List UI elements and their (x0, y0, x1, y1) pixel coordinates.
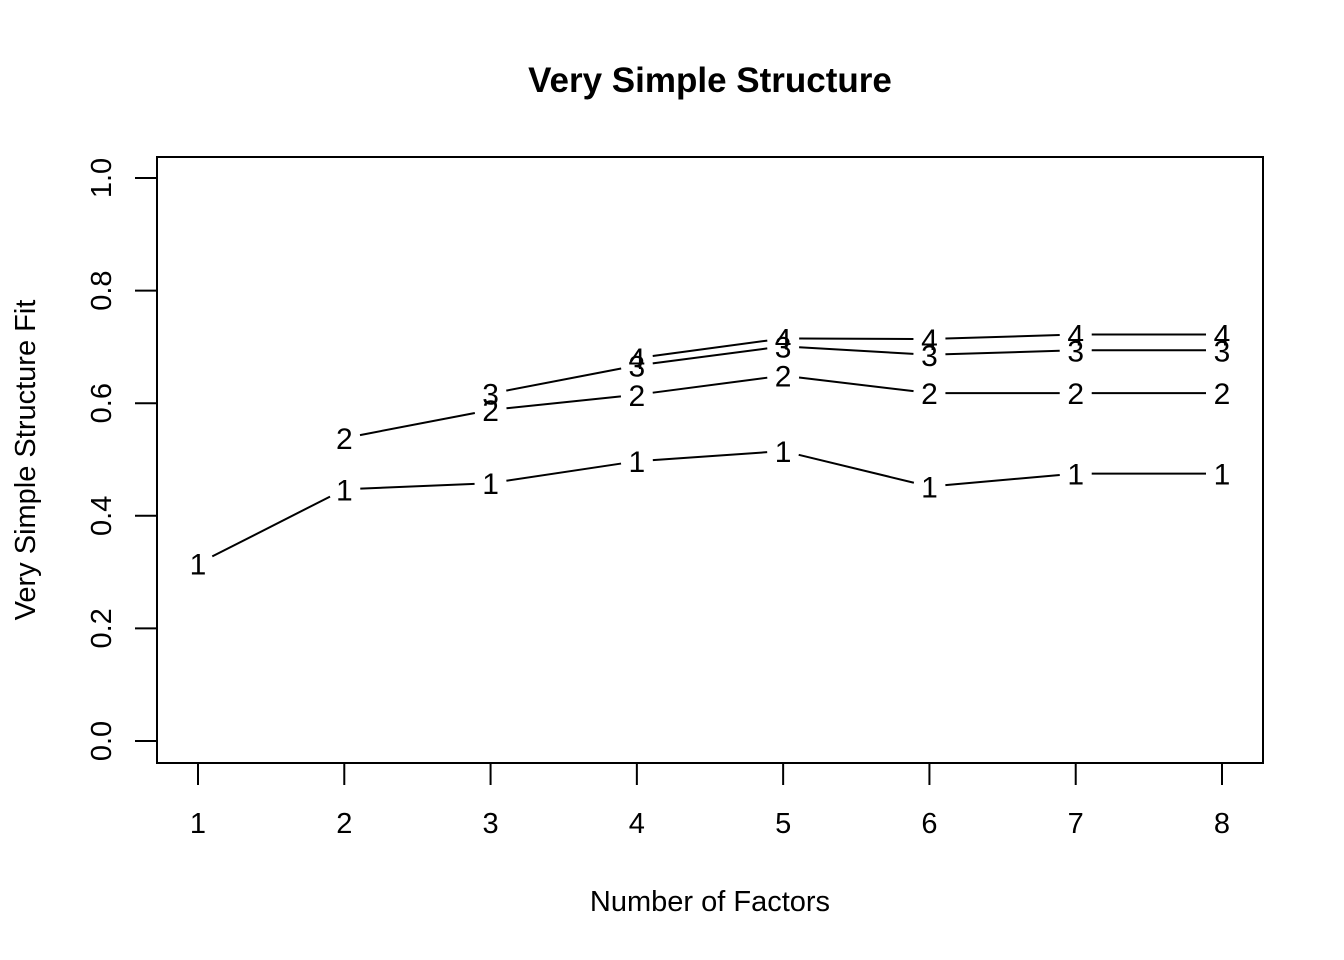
x-tick-label: 5 (775, 808, 791, 840)
series-1-segment (652, 451, 768, 462)
series-2-segment (359, 411, 476, 437)
series-1-segment (798, 453, 915, 484)
series-1-point: 1 (775, 436, 792, 469)
series-2-point: 2 (921, 378, 938, 411)
series-2: 2 2 2 2 2 2 2 (336, 361, 1230, 456)
y-axis-label: Very Simple Structure Fit (10, 300, 42, 621)
series-3-segment (945, 349, 1060, 356)
series-1-point: 1 (1067, 459, 1084, 492)
series-3-point: 3 (921, 340, 938, 373)
x-tick-label: 3 (483, 808, 499, 840)
series-4-point: 4 (775, 323, 792, 356)
series-3-segment (506, 367, 622, 392)
series-1-point: 1 (921, 472, 938, 505)
x-axis: 1 2 3 4 5 6 7 8 (190, 763, 1230, 840)
y-tick-label: 0.0 (86, 721, 118, 761)
series-1-segment (211, 495, 331, 558)
series-1-segment (360, 482, 475, 490)
series-1-point: 1 (336, 474, 353, 507)
x-tick-label: 6 (921, 808, 937, 840)
series-3: 3 3 3 3 3 3 (482, 331, 1230, 411)
series-3-point: 3 (482, 379, 499, 412)
series-4: 4 4 4 4 4 (629, 320, 1231, 377)
x-tick-label: 2 (336, 808, 352, 840)
y-tick-label: 0.4 (86, 496, 118, 536)
series-2-point: 2 (775, 361, 792, 394)
series-4-segment (945, 334, 1060, 340)
x-tick-label: 4 (629, 808, 645, 840)
series-4-point: 4 (1214, 320, 1231, 353)
series-4-point: 4 (1067, 320, 1084, 353)
series-4-segment (652, 339, 768, 358)
series-2-segment (798, 376, 914, 393)
series-1-segment (945, 473, 1060, 487)
series-4-point: 4 (629, 343, 646, 376)
x-tick-label: 7 (1068, 808, 1084, 840)
series-2-segment (652, 376, 768, 394)
series-2-point: 2 (336, 423, 353, 456)
series-1-point: 1 (629, 446, 646, 479)
y-tick-label: 0.2 (86, 608, 118, 648)
series-3-point: 3 (629, 350, 646, 383)
series-2-point: 2 (482, 395, 499, 428)
series-3-segment (652, 347, 768, 365)
series-1-point: 1 (190, 549, 207, 582)
series-2-segment (506, 395, 622, 410)
chart-title: Very Simple Structure (528, 61, 892, 100)
series-3-point: 3 (1214, 335, 1231, 368)
y-tick-label: 1.0 (86, 158, 118, 198)
series-4-point: 4 (921, 324, 938, 357)
x-tick-label: 8 (1214, 808, 1230, 840)
series-2-point: 2 (1067, 378, 1084, 411)
y-axis: 0.0 0.2 0.4 0.6 0.8 1.0 (86, 158, 157, 761)
series-1-segment (506, 462, 622, 482)
series-3-point: 3 (1067, 335, 1084, 368)
plot-frame (156, 156, 1264, 764)
series-2-point: 2 (1214, 378, 1231, 411)
series-3-segment (799, 346, 914, 355)
x-tick-label: 1 (190, 808, 206, 840)
series-1: 1 1 1 1 1 1 1 1 (190, 436, 1231, 582)
series-2-point: 2 (629, 380, 646, 413)
series-1-point: 1 (1214, 459, 1231, 492)
y-tick-label: 0.8 (86, 270, 118, 310)
y-tick-label: 0.6 (86, 383, 118, 423)
series-3-point: 3 (775, 331, 792, 364)
x-axis-label: Number of Factors (590, 886, 830, 918)
series-1-point: 1 (482, 468, 499, 501)
